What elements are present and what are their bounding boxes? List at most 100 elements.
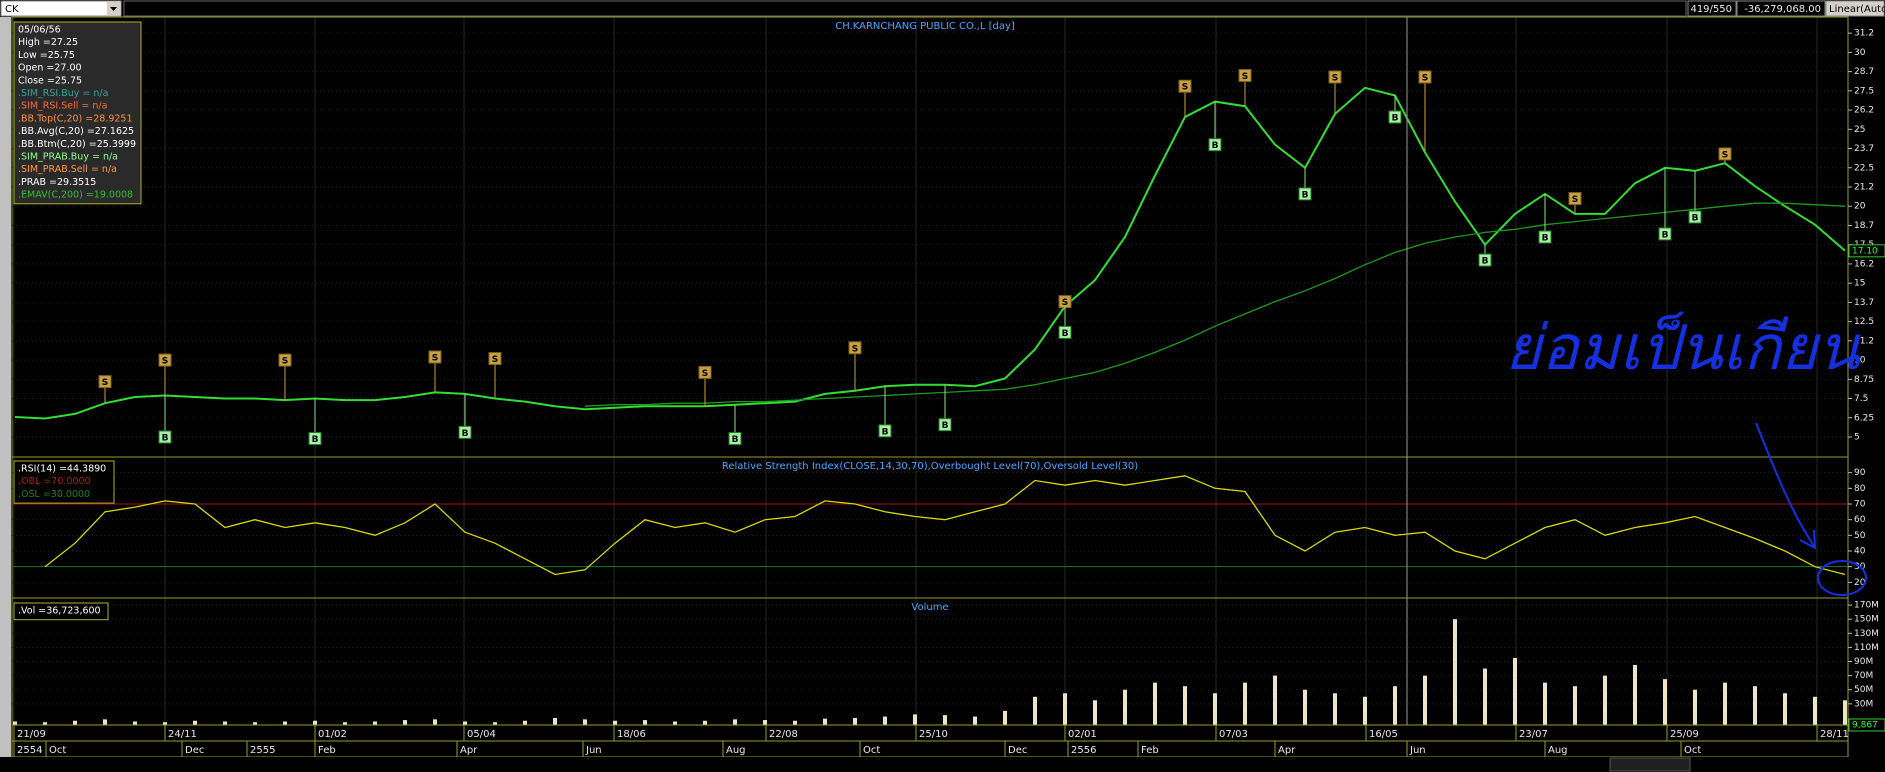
signal-box bbox=[488, 352, 502, 366]
scale-box[interactable] bbox=[1825, 0, 1885, 17]
info-line: .SIM_PRAB.Sell = n/a bbox=[18, 164, 117, 175]
signal-label: B bbox=[1392, 114, 1399, 124]
info-line: .SIM_RSI.Buy = n/a bbox=[18, 88, 108, 99]
position-box bbox=[1687, 0, 1737, 17]
volume-bar bbox=[313, 720, 317, 725]
signal-box bbox=[428, 350, 442, 364]
volume-bar bbox=[943, 715, 947, 725]
volume-bar bbox=[913, 714, 917, 725]
month-label: Dec bbox=[1008, 745, 1027, 756]
y-tick-label: 90M bbox=[1854, 657, 1873, 667]
position: 419/550 bbox=[1690, 4, 1732, 15]
volume-bar bbox=[1723, 682, 1727, 725]
volume-bar bbox=[673, 721, 677, 725]
volume-bar bbox=[1513, 657, 1517, 725]
last-value-box bbox=[1848, 244, 1885, 258]
info-line: .Vol =36,723,600 bbox=[18, 606, 101, 617]
signal-box bbox=[1328, 70, 1342, 84]
y-tick-label: 50 bbox=[1854, 531, 1866, 541]
value: -36,279,068.00 bbox=[1744, 4, 1821, 15]
month-label: 2555 bbox=[250, 745, 275, 756]
signal-label: S bbox=[1182, 83, 1188, 93]
month-label: Jun bbox=[585, 745, 602, 756]
volume-bar bbox=[1393, 686, 1397, 725]
signal-box bbox=[1658, 227, 1672, 241]
y-tick-label: 40 bbox=[1854, 547, 1866, 557]
volume-bar bbox=[1123, 689, 1127, 725]
date-label: 05/04 bbox=[467, 729, 496, 740]
y-tick-label: 30 bbox=[1854, 48, 1866, 58]
month-label: Apr bbox=[1278, 745, 1296, 756]
scroll-area[interactable] bbox=[1609, 757, 1691, 772]
volume-bar bbox=[163, 722, 167, 725]
signal-label: B bbox=[312, 435, 319, 445]
info-line: .OBL =70.0000 bbox=[18, 476, 91, 487]
date-label: 18/06 bbox=[617, 729, 646, 740]
annotation-arrow bbox=[1755, 422, 1815, 547]
left-strip bbox=[0, 17, 11, 757]
y-tick-label: 80 bbox=[1854, 484, 1866, 494]
volume-bar bbox=[43, 722, 47, 725]
arrow-head bbox=[1799, 529, 1817, 550]
volume-bar bbox=[1813, 696, 1817, 725]
volume-bar bbox=[613, 720, 617, 725]
month-label: Feb bbox=[318, 745, 336, 756]
y-tick-label: 27.5 bbox=[1854, 86, 1874, 96]
signal-label: B bbox=[1482, 257, 1489, 267]
y-tick-label: 50M bbox=[1854, 685, 1873, 695]
y-tick-label: 31.2 bbox=[1854, 29, 1874, 39]
y-tick-label: 90 bbox=[1854, 468, 1866, 478]
volume-bar bbox=[1453, 619, 1457, 725]
signal-box bbox=[1718, 147, 1732, 161]
month-label: Oct bbox=[1684, 745, 1701, 756]
volume-bar bbox=[1753, 686, 1757, 725]
volume-bar bbox=[13, 721, 17, 725]
info-box bbox=[13, 602, 109, 621]
dropdown-arrow bbox=[110, 7, 117, 11]
volume-bar bbox=[733, 719, 737, 725]
y-tick-label: 20 bbox=[1854, 578, 1866, 588]
y-tick-label: 60 bbox=[1854, 515, 1866, 525]
signal-box bbox=[98, 375, 112, 389]
info-line: Open =27.00 bbox=[18, 63, 82, 74]
signal-label: S bbox=[1572, 195, 1578, 205]
signal-box bbox=[1478, 253, 1492, 267]
volume-bar bbox=[463, 721, 467, 725]
signal-box bbox=[1418, 70, 1432, 84]
value-box bbox=[1736, 0, 1826, 17]
symbol-box[interactable] bbox=[0, 0, 122, 17]
info-line: Low =25.75 bbox=[18, 50, 75, 61]
month-label: Feb bbox=[1141, 745, 1159, 756]
month-label: 2556 bbox=[1071, 745, 1096, 756]
toolbar-field bbox=[123, 0, 1687, 17]
scale[interactable]: Linear(Auto bbox=[1829, 4, 1885, 15]
y-tick-label: 70 bbox=[1854, 500, 1866, 510]
signal-box bbox=[698, 365, 712, 379]
signal-label: B bbox=[1302, 190, 1309, 200]
date-label: 28/11 bbox=[1820, 729, 1849, 740]
signal-label: S bbox=[432, 354, 438, 364]
signal-box bbox=[878, 424, 892, 438]
month-label: Dec bbox=[185, 745, 204, 756]
symbol[interactable]: CK bbox=[5, 4, 19, 15]
y-tick-label: 15 bbox=[1854, 279, 1865, 289]
volume-bar bbox=[1783, 693, 1787, 725]
chart-title: Relative Strength Index(CLOSE,14,30,70),… bbox=[722, 461, 1138, 472]
volume-bar bbox=[703, 720, 707, 725]
signal-box bbox=[1388, 110, 1402, 124]
y-tick-label: 23.7 bbox=[1854, 144, 1874, 154]
charts: 56.257.58.751011.212.513.71516.217.518.7… bbox=[11, 16, 1885, 772]
date-label: 22/08 bbox=[769, 729, 798, 740]
y-tick-label: 7.5 bbox=[1854, 394, 1868, 404]
signal-label: B bbox=[1662, 230, 1669, 240]
volume-bar bbox=[1363, 696, 1367, 725]
info-line: .SIM_PRAB.Buy = n/a bbox=[18, 152, 118, 163]
y-tick-label: 10 bbox=[1854, 356, 1866, 366]
signal-box bbox=[308, 432, 322, 446]
volume-bar bbox=[553, 717, 557, 725]
volume-bar bbox=[1573, 686, 1577, 725]
signal-box bbox=[938, 418, 952, 432]
volume-bar bbox=[1543, 682, 1547, 725]
